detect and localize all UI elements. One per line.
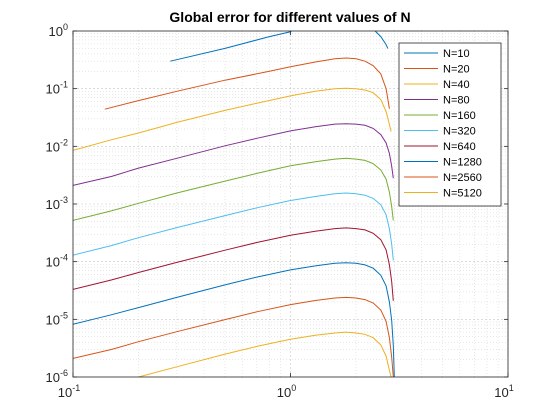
- series-line-1-tail: [374, 31, 389, 49]
- y-tick-label: 10-4: [46, 253, 68, 270]
- series-line-5: [73, 157, 394, 221]
- x-tick-label: 101: [494, 383, 513, 400]
- x-tick-label: 10-1: [58, 383, 80, 400]
- x-tick-label: 100: [277, 383, 296, 400]
- series-line-3: [73, 87, 392, 151]
- series-line-2: [104, 57, 390, 110]
- series-line-10: [138, 331, 392, 377]
- legend-label: N=80: [443, 95, 470, 107]
- legend-box: [398, 42, 502, 207]
- legend-label: N=2560: [443, 172, 482, 184]
- x-tick-label-exponent: -1: [72, 383, 80, 393]
- legend-label: N=320: [443, 126, 476, 138]
- series-lines: [73, 31, 395, 377]
- y-tick-label: 10-1: [46, 80, 68, 97]
- series-line-4: [73, 123, 394, 186]
- y-tick-label-base: 10: [49, 24, 63, 39]
- y-tick-label: 10-3: [46, 195, 68, 212]
- y-tick-label-base: 10: [46, 197, 60, 212]
- y-tick-label: 10-2: [46, 137, 68, 154]
- legend-label: N=640: [443, 141, 476, 153]
- series-line-8: [73, 262, 395, 377]
- legend-label: N=160: [443, 110, 476, 122]
- legend-label: N=10: [443, 48, 470, 60]
- y-tick-label: 100: [49, 22, 68, 39]
- y-tick-label-exponent: -6: [60, 368, 68, 378]
- legend-label: N=1280: [443, 157, 482, 169]
- legend: N=10 N=20 N=40 N=80 N=160 N=320 N=640 N=1280 N=2…: [398, 42, 502, 207]
- y-tick-label-base: 10: [46, 255, 60, 270]
- y-tick-label-base: 10: [46, 370, 60, 385]
- y-tick-label-base: 10: [46, 139, 60, 154]
- x-tick-label-exponent: 1: [509, 383, 514, 393]
- series-line-9: [73, 296, 394, 377]
- y-tick-label-exponent: 0: [63, 22, 68, 32]
- x-tick-label-base: 10: [58, 385, 72, 400]
- x-tick-label-base: 10: [277, 385, 291, 400]
- x-tick-label-exponent: 0: [291, 383, 296, 393]
- y-tick-label-exponent: -2: [60, 137, 68, 147]
- legend-label: N=40: [443, 79, 470, 91]
- y-tick-label: 10-6: [46, 368, 68, 385]
- series-line-6: [73, 192, 394, 261]
- grid-lines: [72, 30, 509, 378]
- y-tick-label-exponent: -3: [60, 195, 68, 205]
- chart-title: Global error for different values of N: [169, 9, 410, 25]
- y-tick-label-base: 10: [46, 312, 60, 327]
- y-tick-label-base: 10: [46, 82, 60, 97]
- series-line-7: [73, 227, 394, 301]
- y-tick-label-exponent: -1: [60, 80, 68, 90]
- legend-label: N=5120: [443, 188, 482, 200]
- x-tick-label-base: 10: [494, 385, 508, 400]
- y-tick-label-exponent: -5: [60, 310, 68, 320]
- y-tick-label: 10-5: [46, 310, 68, 327]
- legend-label: N=20: [443, 64, 470, 76]
- y-tick-label-exponent: -4: [60, 253, 68, 263]
